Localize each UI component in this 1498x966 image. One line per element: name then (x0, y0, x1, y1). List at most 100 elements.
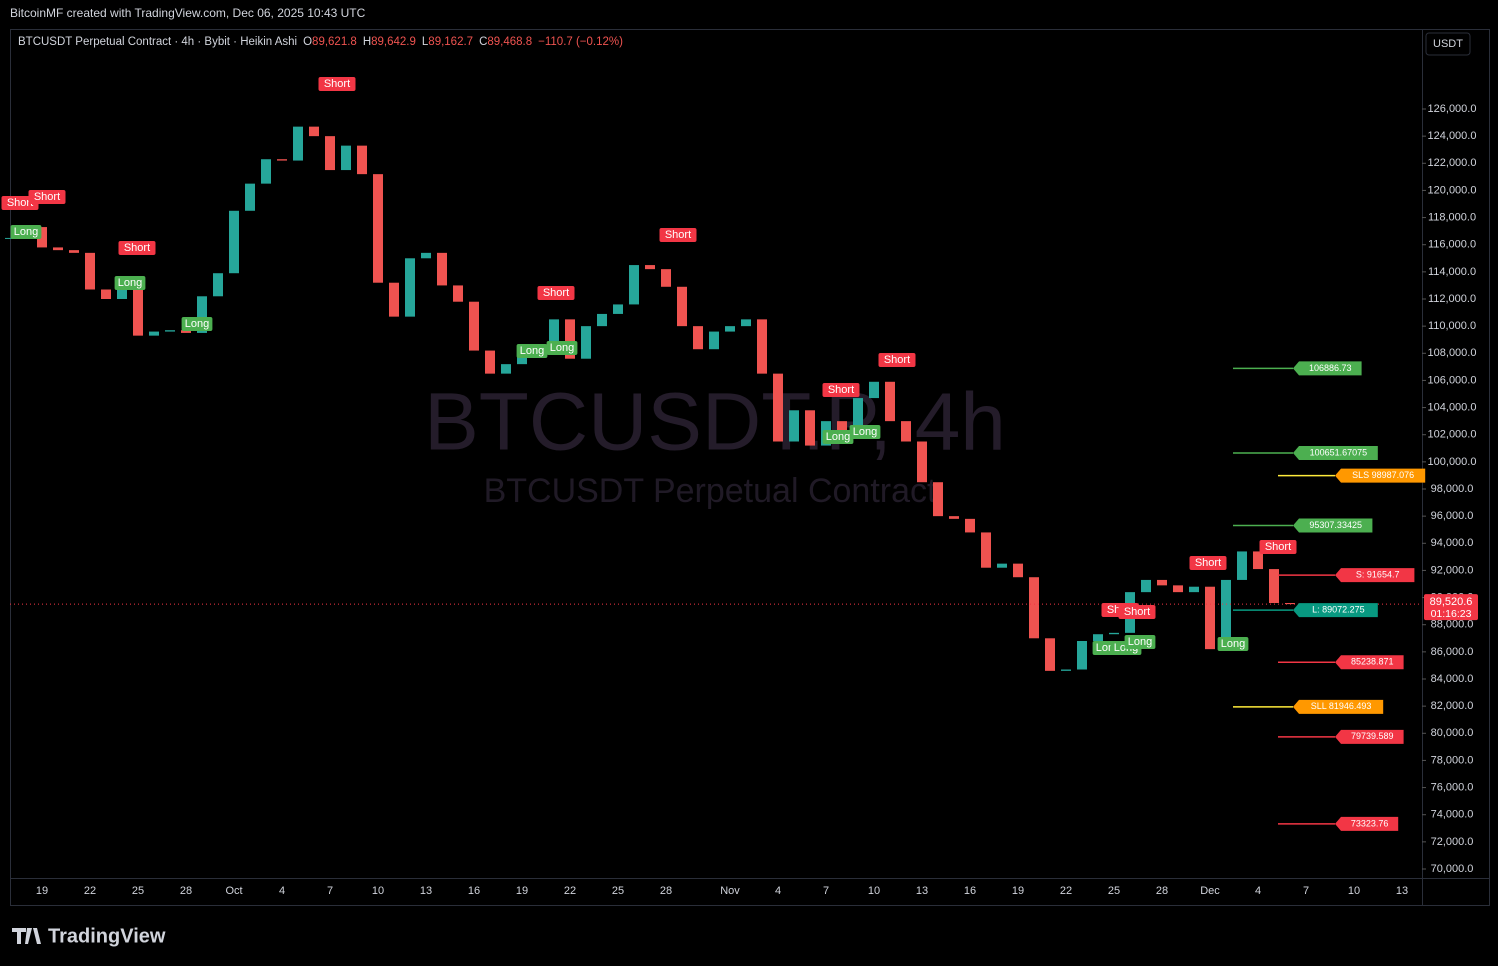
y-tick-label: 108,000.0 (1428, 347, 1477, 359)
x-tick-label: 10 (868, 885, 880, 897)
last-price-label: 89,520.6 (1430, 596, 1473, 608)
ohlc-value: 89,642.9 (371, 36, 416, 48)
x-tick-label: Dec (1200, 885, 1220, 897)
signal-label: Short (1195, 557, 1221, 569)
candle (709, 331, 719, 350)
candle (901, 421, 911, 442)
currency-button[interactable] (1425, 32, 1471, 56)
candle (565, 319, 575, 359)
signal-box (822, 430, 854, 444)
candle (1205, 586, 1215, 650)
x-tick-label: 13 (916, 885, 928, 897)
candle (581, 326, 591, 359)
candle (853, 398, 863, 431)
ohlc-value: 89,162.7 (428, 36, 473, 48)
signal-label: Long (826, 431, 850, 443)
countdown: 01:16:23 (1431, 608, 1472, 620)
candle (229, 210, 239, 274)
signal-label: Short (665, 229, 691, 241)
footer-note: BitcoinMF created with TradingView.com, … (10, 6, 366, 20)
signal-label: Long (185, 318, 209, 330)
y-tick-label: 88,000.0 (1431, 619, 1474, 631)
y-tick-label: 124,000.0 (1428, 130, 1477, 142)
signal-label: Short (828, 384, 854, 396)
ohlc-name: O (303, 36, 312, 48)
last-price-box (1424, 594, 1478, 621)
x-tick-label: 25 (132, 885, 144, 897)
y-tick-label: 110,000.0 (1428, 320, 1476, 332)
candle (149, 331, 159, 336)
level-box (1293, 518, 1373, 533)
candle (629, 265, 639, 305)
y-tick-label: 102,000.0 (1428, 429, 1477, 441)
currency: USDT (1433, 38, 1463, 50)
signal-box (1189, 556, 1227, 570)
ohlc-name: H (363, 36, 371, 48)
y-tick-label: 104,000.0 (1428, 401, 1477, 413)
candle (1237, 551, 1247, 580)
candle (1269, 569, 1279, 604)
signal-label: Long (1128, 636, 1152, 648)
legend-header: BTCUSDT Perpetual Contract · 4h · Bybit … (18, 36, 297, 48)
frame (10, 29, 1490, 906)
brand-name: TradingView (48, 925, 166, 947)
candle (341, 145, 351, 171)
candle (597, 313, 607, 327)
candle (357, 145, 367, 175)
candle (917, 441, 927, 483)
signal-box (878, 353, 916, 367)
y-tick-label: 76,000.0 (1431, 781, 1474, 793)
candle (1013, 563, 1023, 578)
candle (1253, 551, 1263, 570)
level-label: 85238.871 (1351, 657, 1394, 667)
x-tick-label: 28 (660, 885, 672, 897)
signal-box (822, 383, 860, 397)
ohlc-name: C (479, 36, 487, 48)
candle (437, 252, 447, 286)
y-tick-label: 78,000.0 (1431, 754, 1474, 766)
candle (277, 159, 287, 161)
ohlc-name: L (422, 36, 429, 48)
signal-box (516, 344, 548, 358)
x-tick-label: 13 (420, 885, 432, 897)
candle (325, 136, 335, 171)
signal-label: Long (550, 342, 574, 354)
signal-label: Short (543, 287, 569, 299)
candle (613, 304, 623, 314)
level-label: 100651.67075 (1310, 447, 1368, 457)
signal-label: Short (124, 242, 150, 254)
signal-label: Short (884, 354, 910, 366)
candle (1285, 603, 1295, 605)
x-tick-label: 7 (327, 885, 333, 897)
candle (469, 301, 479, 351)
signal-box (318, 77, 356, 91)
level-box (1293, 361, 1362, 376)
candle (997, 563, 1007, 568)
candle (389, 282, 399, 317)
symbol-title: BTCUSDT Perpetual Contract · 4h · Bybit … (18, 36, 297, 48)
brand-logo (12, 928, 41, 944)
level-label: SLS 98987.076 (1352, 470, 1414, 480)
x-tick-label: 19 (36, 885, 48, 897)
ohlc-value: 89,468.8 (487, 36, 532, 48)
x-tick-label: 7 (823, 885, 829, 897)
x-tick-label: Oct (225, 885, 242, 897)
level-label: SLL 81946.493 (1311, 701, 1372, 711)
candle (741, 319, 751, 327)
level-box (1335, 816, 1399, 831)
level-label: S: 91654.7 (1356, 569, 1400, 579)
y-tick-label: 118,000.0 (1428, 211, 1476, 223)
level-box (1293, 603, 1378, 618)
candle (485, 350, 495, 374)
level-box (1293, 699, 1384, 714)
signal-box (1118, 605, 1156, 619)
candle (261, 159, 271, 184)
signal-box (537, 286, 575, 300)
signal-label: Short (1265, 541, 1291, 553)
signal-label: Short (324, 78, 350, 90)
level-box (1293, 446, 1378, 461)
x-tick-label: Nov (720, 885, 740, 897)
signal-box (10, 225, 42, 239)
